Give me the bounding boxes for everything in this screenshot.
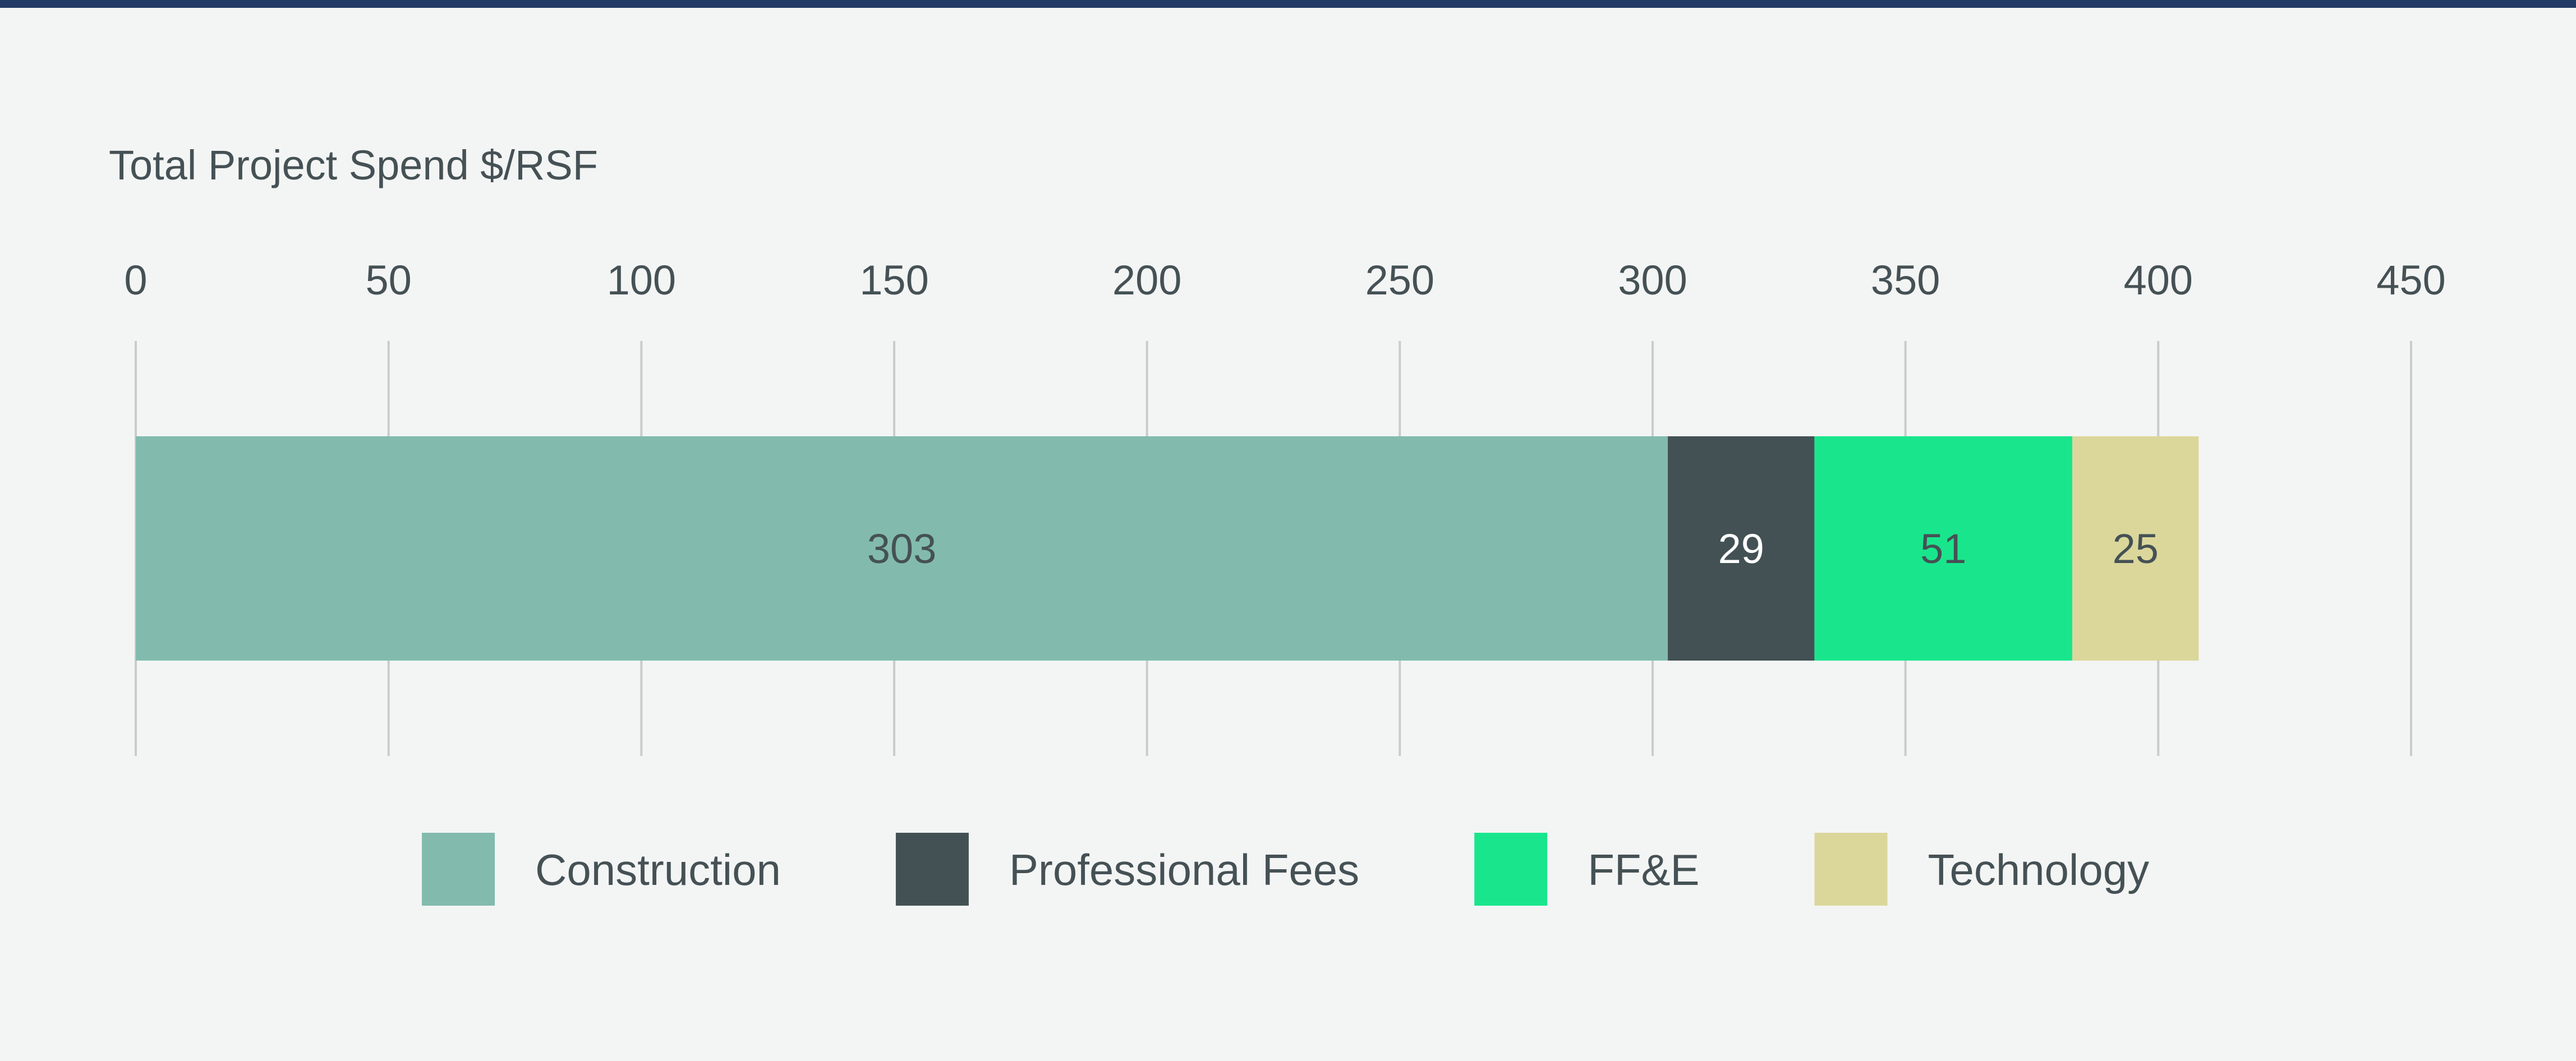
x-tick-label: 50 bbox=[366, 257, 412, 303]
bar-segment bbox=[1814, 436, 2073, 661]
legend-swatch bbox=[1474, 833, 1548, 906]
bar-value-label: 29 bbox=[1718, 525, 1764, 572]
bar-value-label: 25 bbox=[2113, 525, 2159, 572]
x-tick-label: 450 bbox=[2376, 257, 2445, 303]
legend: Construction Professional Fees FF&E Technol… bbox=[422, 833, 2149, 906]
x-tick-label: 100 bbox=[607, 257, 676, 303]
legend-label: Professional Fees bbox=[1009, 845, 1359, 894]
bar-segment bbox=[136, 436, 1668, 661]
legend-label: Technology bbox=[1928, 845, 2150, 894]
x-axis-ticks: 0 50 100 150 200 250 300 350 400 450 bbox=[124, 257, 2445, 303]
bar-value-label: 303 bbox=[867, 525, 936, 572]
legend-swatch bbox=[422, 833, 495, 906]
x-tick-label: 300 bbox=[1618, 257, 1687, 303]
bar-segment bbox=[1668, 436, 1815, 661]
bar-value-label: 51 bbox=[1920, 525, 1966, 572]
stacked-bar bbox=[136, 436, 2199, 661]
bar-value-labels: 303 29 51 25 bbox=[867, 525, 2159, 572]
top-accent-rule bbox=[0, 0, 2576, 8]
x-tick-label: 0 bbox=[124, 257, 147, 303]
legend-label: FF&E bbox=[1588, 845, 1699, 894]
legend-swatch bbox=[895, 833, 969, 906]
x-tick-label: 400 bbox=[2124, 257, 2193, 303]
x-tick-label: 150 bbox=[859, 257, 928, 303]
x-tick-label: 250 bbox=[1365, 257, 1434, 303]
x-tick-label: 350 bbox=[1871, 257, 1940, 303]
legend-label: Construction bbox=[535, 845, 781, 894]
chart-title: Total Project Spend $/RSF bbox=[109, 142, 598, 188]
bar-segment bbox=[2072, 436, 2199, 661]
legend-swatch bbox=[1814, 833, 1888, 906]
x-tick-label: 200 bbox=[1112, 257, 1181, 303]
